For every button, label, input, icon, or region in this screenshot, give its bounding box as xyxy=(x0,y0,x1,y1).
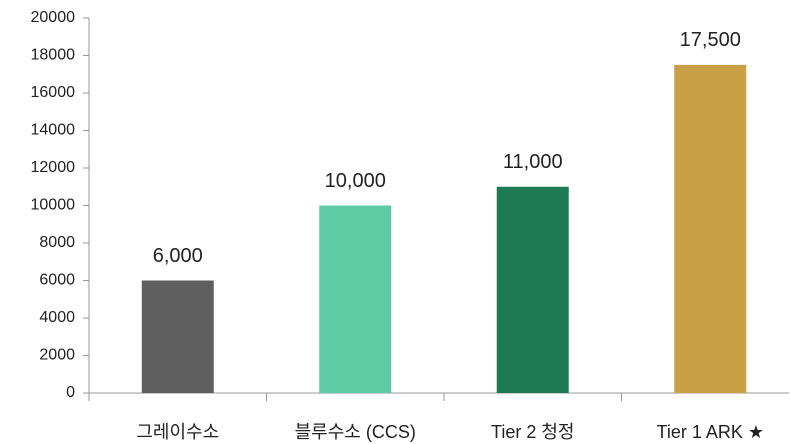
y-tick-label: 12000 xyxy=(31,159,76,176)
y-tick-label: 8000 xyxy=(39,234,75,251)
y-tick-label: 20000 xyxy=(31,9,76,26)
y-tick-label: 18000 xyxy=(31,47,76,64)
x-tick-label: Tier 1 ARK ★ xyxy=(657,422,765,442)
x-tick-label: 그레이수소 xyxy=(136,422,219,442)
y-tick-label: 4000 xyxy=(39,309,75,326)
value-label: 17,500 xyxy=(680,29,741,51)
bar xyxy=(496,186,569,393)
y-tick-label: 10000 xyxy=(31,197,76,214)
x-tick-label: 블루수소 (CCS) xyxy=(295,422,416,442)
y-tick-label: 14000 xyxy=(31,122,76,139)
bar xyxy=(141,280,214,393)
y-tick-label: 2000 xyxy=(39,347,75,364)
y-tick-label: 6000 xyxy=(39,272,75,289)
x-tick-label: Tier 2 청정 xyxy=(491,422,574,442)
y-tick-label: 0 xyxy=(66,384,75,401)
bar xyxy=(674,64,747,393)
bar xyxy=(319,205,392,393)
value-label: 11,000 xyxy=(503,151,563,173)
value-label: 10,000 xyxy=(325,170,386,192)
y-tick-label: 16000 xyxy=(31,84,76,101)
value-label: 6,000 xyxy=(153,245,203,267)
